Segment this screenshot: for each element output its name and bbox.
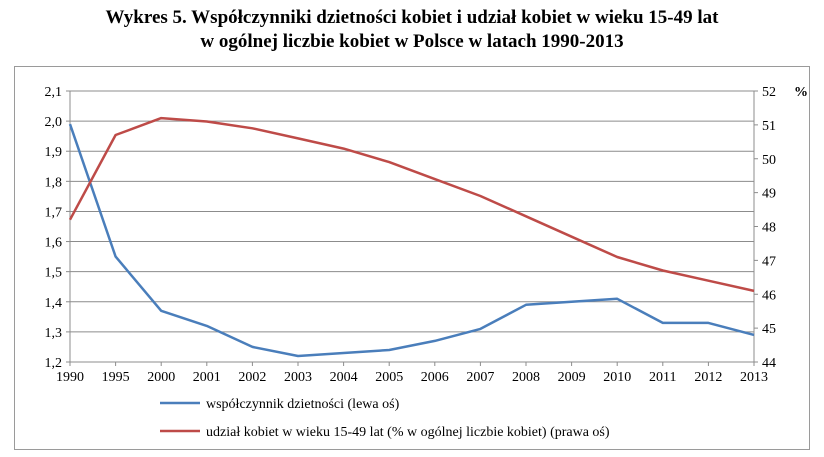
x-tick-label: 2009 — [558, 370, 586, 385]
x-tick-label: 2007 — [466, 370, 494, 385]
left-tick-label: 1,3 — [45, 326, 63, 341]
x-tick-label: 2008 — [512, 370, 540, 385]
right-tick-label: 47 — [762, 254, 776, 269]
left-tick-label: 1,7 — [45, 205, 63, 220]
x-tick-label: 1995 — [102, 370, 130, 385]
x-tick-label: 2012 — [694, 370, 722, 385]
chart-frame — [14, 66, 810, 450]
legend-label: udział kobiet w wieku 15-49 lat (% w ogó… — [206, 425, 610, 440]
right-tick-label: 49 — [762, 187, 776, 202]
left-tick-label: 2,1 — [45, 85, 63, 100]
series-line-women-share — [68, 116, 755, 293]
right-tick-label: 44 — [762, 356, 776, 371]
right-tick-label: 52 — [762, 85, 776, 100]
left-tick-label: 1,9 — [45, 145, 63, 160]
left-tick-label: 2,0 — [45, 115, 63, 130]
x-tick-label: 2005 — [375, 370, 403, 385]
x-tick-label: 2003 — [284, 370, 312, 385]
x-tick-label: 1990 — [56, 370, 84, 385]
x-tick-label: 2010 — [603, 370, 631, 385]
chart-title-line2: w ogólnej liczbie kobiet w Polsce w lata… — [200, 31, 624, 52]
legend-label: współczynnik dzietności (lewa oś) — [206, 397, 400, 412]
right-tick-label: 51 — [762, 119, 776, 134]
left-tick-label: 1,8 — [45, 175, 63, 190]
chart-title: Wykres 5. Współczynniki dzietności kobie… — [0, 6, 824, 54]
right-axis-unit-label: % — [794, 85, 808, 100]
x-tick-label: 2002 — [238, 370, 266, 385]
left-tick-label: 1,6 — [45, 236, 63, 251]
x-tick-label: 2000 — [147, 370, 175, 385]
series-line-fertility — [68, 123, 755, 358]
x-tick-label: 2004 — [330, 370, 358, 385]
x-tick-label: 2006 — [421, 370, 449, 385]
left-tick-label: 1,4 — [45, 296, 63, 311]
x-tick-label: 2001 — [193, 370, 221, 385]
right-tick-label: 50 — [762, 153, 776, 168]
chart-title-line1: Wykres 5. Współczynniki dzietności kobie… — [105, 7, 719, 28]
right-tick-label: 45 — [762, 322, 776, 337]
right-tick-label: 46 — [762, 288, 776, 303]
x-tick-label: 2013 — [740, 370, 768, 385]
left-tick-label: 1,2 — [45, 356, 63, 371]
right-tick-label: 48 — [762, 221, 776, 236]
left-tick-label: 1,5 — [45, 266, 63, 281]
x-tick-label: 2011 — [649, 370, 676, 385]
